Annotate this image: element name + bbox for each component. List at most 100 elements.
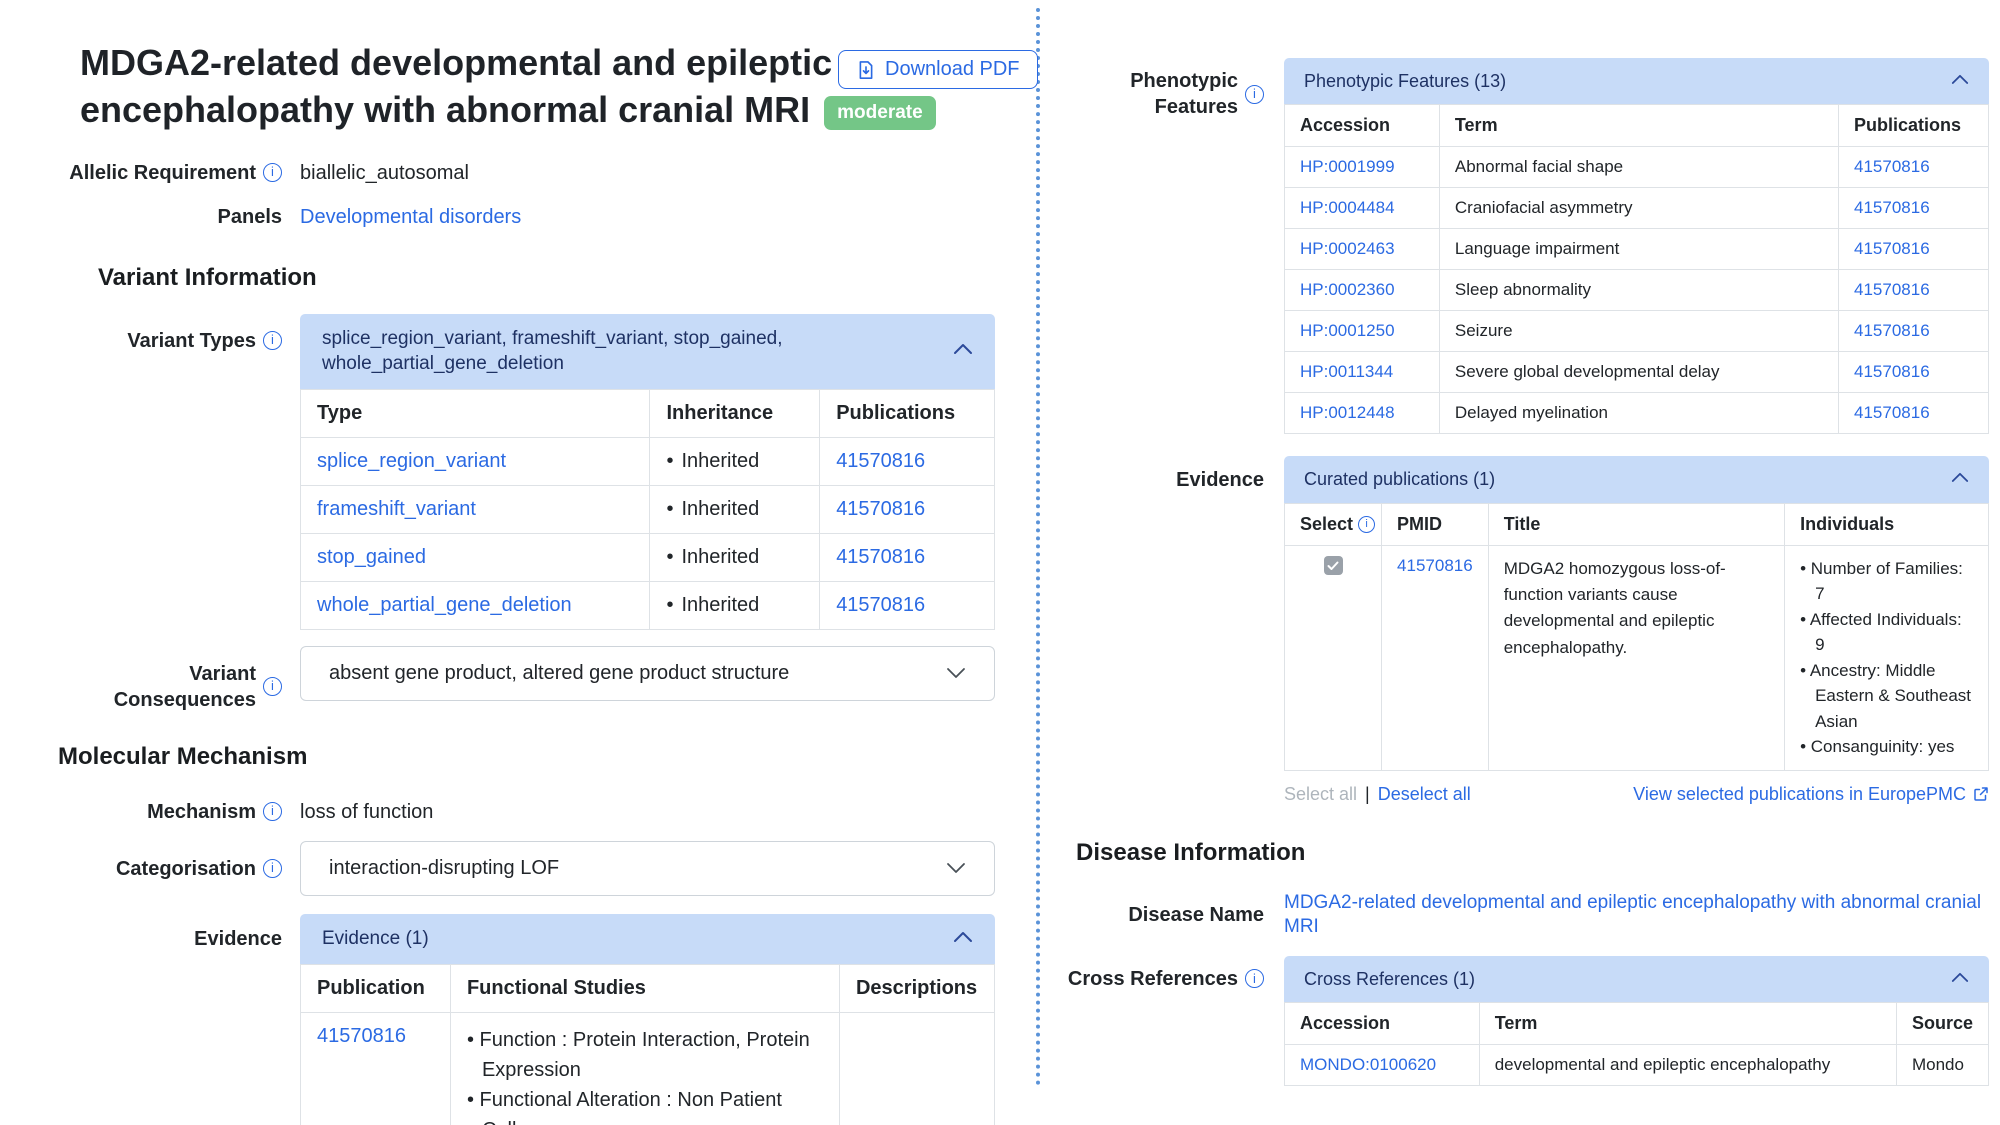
hpo-accession-link[interactable]: HP:0011344 — [1300, 362, 1394, 382]
hpo-accession-link[interactable]: HP:0001999 — [1300, 157, 1395, 177]
publication-link[interactable]: 41570816 — [1854, 362, 1930, 382]
page-title-text: MDGA2-related developmental and epilepti… — [80, 42, 833, 130]
term-cell: Abnormal facial shape — [1438, 146, 1840, 189]
mechanism-label: Mechanism i — [58, 799, 282, 825]
chevron-down-icon — [946, 667, 966, 680]
list-item: Ancestry: Middle Eastern & Southeast Asi… — [1800, 658, 1973, 735]
column-divider — [1036, 8, 1040, 1086]
hpo-accession-link[interactable]: HP:0002463 — [1300, 239, 1395, 259]
table-header-row: Accession Term Publications — [1284, 104, 1989, 148]
chevron-up-icon[interactable] — [953, 930, 973, 948]
publication-checkbox[interactable] — [1323, 556, 1343, 576]
disease-name-link[interactable]: MDGA2-related developmental and epilepti… — [1284, 891, 1982, 938]
info-icon[interactable]: i — [1358, 515, 1376, 533]
panel-link-developmental-disorders[interactable]: Developmental disorders — [300, 205, 522, 228]
chevron-up-icon[interactable] — [1951, 72, 1969, 90]
cross-references-label: Cross References i — [1062, 956, 1264, 992]
column-header-source: Source — [1895, 1002, 1990, 1046]
column-header-title: Title — [1487, 502, 1786, 546]
pmid-link[interactable]: 41570816 — [1397, 555, 1473, 575]
publication-link[interactable]: 41570816 — [836, 545, 926, 568]
table-row: 41570816 MDGA2 homozygous loss-of-functi… — [1283, 544, 1989, 771]
column-header-inheritance: Inheritance — [649, 388, 821, 438]
phenotypic-features-row: Phenotypic Features i Phenotypic Feature… — [1062, 58, 1992, 435]
variant-type-link[interactable]: frameshift_variant — [317, 497, 476, 520]
info-icon[interactable]: i — [263, 802, 282, 822]
curated-publications-row: Evidence Curated publications (1) Se — [1062, 456, 1992, 804]
variant-types-table: Type Inheritance Publications splice_reg… — [299, 388, 995, 630]
record-right-column: Phenotypic Features i Phenotypic Feature… — [1062, 58, 1992, 1125]
mechanism-evidence-panel: Evidence (1) Publication Functional Stud… — [300, 913, 996, 1125]
table-header-row: Type Inheritance Publications — [299, 388, 995, 438]
variant-types-panel-header[interactable]: splice_region_variant, frameshift_varian… — [300, 313, 995, 389]
inheritance-value: Inherited — [681, 497, 760, 520]
publication-link[interactable]: 41570816 — [836, 593, 926, 616]
publication-link[interactable]: 41570816 — [1854, 157, 1930, 177]
disease-name-row: Disease Name MDGA2-related developmental… — [1062, 891, 1992, 940]
publication-link[interactable]: 41570816 — [1854, 321, 1930, 341]
chevron-up-icon[interactable] — [953, 342, 973, 360]
info-icon[interactable]: i — [1245, 84, 1264, 104]
info-icon[interactable]: i — [263, 331, 282, 351]
info-icon[interactable]: i — [263, 859, 282, 879]
column-header-publications: Publications — [819, 388, 995, 438]
bullet-icon: • — [666, 593, 674, 616]
mechanism-evidence-panel-title: Evidence (1) — [322, 927, 429, 949]
chevron-up-icon[interactable] — [1951, 970, 1969, 988]
info-icon[interactable]: i — [263, 163, 282, 183]
curated-publications-panel-header[interactable]: Curated publications (1) — [1284, 456, 1989, 503]
hpo-accession-link[interactable]: HP:0001250 — [1300, 321, 1395, 341]
categorisation-value: interaction-disrupting LOF — [329, 856, 560, 879]
download-pdf-button[interactable]: Download PDF — [838, 50, 1038, 89]
categorisation-dropdown[interactable]: interaction-disrupting LOF — [300, 840, 995, 896]
source-cell: Mondo — [1895, 1044, 1990, 1087]
curated-publications-table: Select i PMID Title Individuals — [1283, 502, 1989, 771]
info-icon[interactable]: i — [263, 677, 282, 697]
info-icon[interactable]: i — [1245, 969, 1264, 989]
mechanism-evidence-row: Evidence Evidence (1) Publication Functi… — [58, 913, 1008, 1125]
categorisation-row: Categorisation i interaction-disrupting … — [58, 840, 1008, 896]
bullet-icon: • — [666, 449, 674, 472]
variant-type-link[interactable]: stop_gained — [317, 545, 426, 568]
publication-link[interactable]: 41570816 — [1854, 239, 1930, 259]
table-row: HP:0002463 Language impairment 41570816 — [1284, 228, 1989, 271]
phenotypic-features-panel-header[interactable]: Phenotypic Features (13) — [1284, 58, 1989, 105]
column-header-accession: Accession — [1284, 104, 1440, 148]
list-item: Consanguinity: yes — [1800, 734, 1973, 760]
variant-types-row: Variant Types i splice_region_variant, f… — [58, 313, 1008, 630]
deselect-all-button[interactable]: Deselect all — [1377, 783, 1471, 804]
download-pdf-label: Download PDF — [885, 58, 1020, 80]
chevron-up-icon[interactable] — [1951, 470, 1969, 488]
variant-type-link[interactable]: splice_region_variant — [317, 449, 507, 472]
publication-link[interactable]: 41570816 — [836, 449, 926, 472]
mondo-accession-link[interactable]: MONDO:0100620 — [1300, 1055, 1437, 1075]
column-header-descriptions: Descriptions — [838, 963, 996, 1013]
cross-references-table: Accession Term Source MONDO:0100620 deve… — [1284, 1002, 1990, 1087]
select-all-button[interactable]: Select all — [1284, 783, 1358, 804]
phenotypic-features-label: Phenotypic Features i — [1062, 58, 1264, 120]
publication-link[interactable]: 41570816 — [1854, 198, 1930, 218]
publication-link[interactable]: 41570816 — [317, 1024, 406, 1047]
publication-link[interactable]: 41570816 — [1854, 403, 1930, 423]
disease-name-label: Disease Name — [1128, 904, 1264, 927]
variant-type-link[interactable]: whole_partial_gene_deletion — [317, 593, 572, 616]
bullet-icon: • — [666, 497, 674, 520]
table-row: HP:0012448 Delayed myelination 41570816 — [1284, 392, 1989, 435]
publication-link[interactable]: 41570816 — [836, 497, 926, 520]
table-header-row: Publication Functional Studies Descripti… — [300, 963, 996, 1013]
hpo-accession-link[interactable]: HP:0002360 — [1300, 280, 1395, 300]
cross-references-panel-header[interactable]: Cross References (1) — [1284, 955, 1989, 1003]
hpo-accession-link[interactable]: HP:0004484 — [1300, 198, 1395, 218]
chevron-down-icon — [946, 862, 966, 875]
term-cell: Seizure — [1438, 310, 1840, 353]
hpo-accession-link[interactable]: HP:0012448 — [1300, 403, 1395, 423]
variant-information-heading: Variant Information — [98, 263, 317, 291]
publication-link[interactable]: 41570816 — [1854, 280, 1930, 300]
europepmc-link[interactable]: View selected publications in EuropePMC — [1633, 784, 1989, 805]
variant-consequences-dropdown[interactable]: absent gene product, altered gene produc… — [300, 645, 995, 701]
mechanism-evidence-panel-header[interactable]: Evidence (1) — [300, 913, 995, 964]
allelic-requirement-row: Allelic Requirement i biallelic_autosoma… — [58, 160, 1008, 186]
list-item: Functional Alteration : Non Patient Cell… — [467, 1085, 823, 1125]
column-header-select: Select — [1300, 513, 1354, 534]
